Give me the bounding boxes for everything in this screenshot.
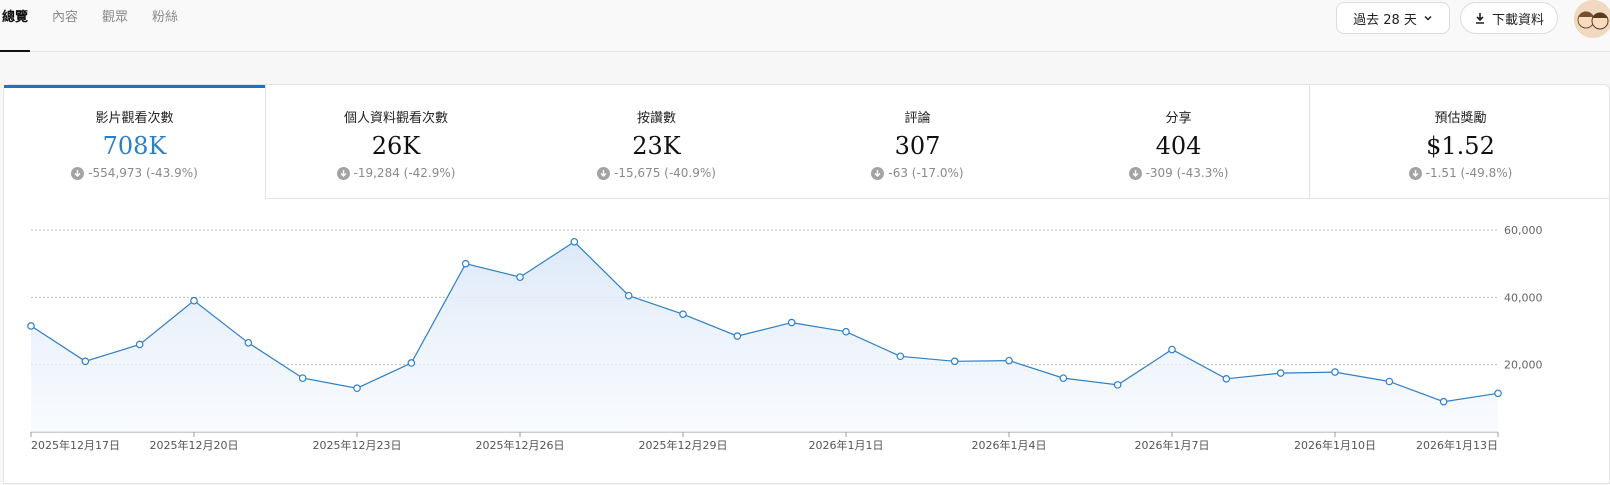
metric-estimated-rewards[interactable]: 預估獎勵 $1.52 -1.51 (-49.8%) xyxy=(1309,85,1610,199)
metric-delta: -554,973 (-43.9%) xyxy=(88,166,198,180)
data-point[interactable] xyxy=(27,322,35,330)
data-point[interactable] xyxy=(570,237,579,246)
metric-delta-row: -63 (-17.0%) xyxy=(787,166,1048,180)
metric-delta: -63 (-17.0%) xyxy=(888,166,964,180)
area-fill xyxy=(31,241,1498,432)
data-point[interactable] xyxy=(81,357,90,366)
data-point[interactable] xyxy=(1439,397,1448,406)
metric-delta: -15,675 (-40.9%) xyxy=(614,166,716,180)
metric-label: 分享 xyxy=(1165,111,1192,126)
data-point[interactable] xyxy=(407,359,416,367)
avatar-icon xyxy=(1574,0,1610,38)
metrics-row: 影片觀看次數 708K -554,973 (-43.9%) 個人資料觀看次數 2… xyxy=(4,85,1610,199)
download-data-button[interactable]: 下載資料 xyxy=(1460,2,1558,34)
data-point[interactable] xyxy=(842,327,850,336)
metric-likes[interactable]: 按讚數 23K -15,675 (-40.9%) xyxy=(526,85,787,199)
x-tick-label: 2025年12月20日 xyxy=(150,438,239,452)
x-tick-label: 2025年12月23日 xyxy=(313,438,402,452)
arrow-down-icon xyxy=(71,166,85,180)
data-point[interactable] xyxy=(624,291,633,300)
data-point[interactable] xyxy=(244,338,253,347)
tab-bar: 總覽 內容 觀眾 粉絲 xyxy=(0,0,200,52)
data-point[interactable] xyxy=(1385,377,1394,386)
tab-followers[interactable]: 粉絲 xyxy=(152,10,179,25)
metric-label: 預估獎勵 xyxy=(1434,111,1487,126)
top-bar: 總覽 內容 觀眾 粉絲 過去 28 天 下載資料 xyxy=(0,0,1610,52)
metric-value: 307 xyxy=(894,132,941,160)
y-tick-label: 40,000 xyxy=(1504,291,1543,304)
metric-value: 26K xyxy=(371,132,421,160)
date-range-label: 過去 28 天 xyxy=(1353,12,1417,28)
arrow-down-icon xyxy=(597,166,611,180)
metric-delta-row: -19,284 (-42.9%) xyxy=(266,166,526,180)
data-point[interactable] xyxy=(353,384,361,393)
metric-delta-row: -554,973 (-43.9%) xyxy=(4,166,265,180)
x-tick-label: 2026年1月13日 xyxy=(1416,438,1498,452)
views-chart: 2025年12月17日 2025年12月20日 2025年12月23日 2025年12… xyxy=(27,224,1543,452)
y-tick-label: 60,000 xyxy=(1504,224,1543,237)
download-label: 下載資料 xyxy=(1491,12,1544,28)
arrow-down-icon xyxy=(1128,166,1142,180)
data-point[interactable] xyxy=(190,296,198,305)
analytics-card: 影片觀看次數 708K -554,973 (-43.9%) 個人資料觀看次數 2… xyxy=(3,84,1610,484)
metric-value: $1.52 xyxy=(1426,132,1495,160)
x-tick-label: 2026年1月7日 xyxy=(1135,438,1210,452)
data-point[interactable] xyxy=(950,357,959,366)
arrow-down-icon xyxy=(871,166,885,180)
y-tick-label: 20,000 xyxy=(1504,359,1543,372)
x-tick-label: 2026年1月10日 xyxy=(1294,438,1376,452)
tab-content[interactable]: 內容 xyxy=(52,10,79,25)
metric-delta-row: -309 (-43.3%) xyxy=(1048,166,1309,180)
metric-shares[interactable]: 分享 404 -309 (-43.3%) xyxy=(1048,85,1309,199)
x-tick-label: 2026年1月1日 xyxy=(809,438,884,452)
tab-audience[interactable]: 觀眾 xyxy=(102,10,129,25)
metric-delta: -1.51 (-49.8%) xyxy=(1425,166,1513,180)
date-range-dropdown[interactable]: 過去 28 天 xyxy=(1336,2,1450,34)
arrow-down-icon xyxy=(336,166,350,180)
data-point[interactable] xyxy=(1168,345,1176,354)
x-tick-label: 2025年12月29日 xyxy=(639,438,728,452)
data-point[interactable] xyxy=(1222,375,1231,383)
metric-label: 影片觀看次數 xyxy=(95,111,174,126)
metric-delta: -19,284 (-42.9%) xyxy=(353,166,456,180)
metric-profile-views[interactable]: 個人資料觀看次數 26K -19,284 (-42.9%) xyxy=(265,85,526,199)
data-point[interactable] xyxy=(298,374,307,382)
data-point[interactable] xyxy=(1005,356,1013,365)
x-tick-label: 2026年1月4日 xyxy=(972,438,1047,452)
x-tick-label: 2025年12月17日 xyxy=(31,438,120,452)
data-point[interactable] xyxy=(1331,368,1339,376)
download-icon xyxy=(1475,13,1484,24)
metric-delta-row: -1.51 (-49.8%) xyxy=(1310,166,1610,180)
data-point[interactable] xyxy=(1276,369,1285,377)
metric-label: 按讚數 xyxy=(636,111,676,126)
tab-overview[interactable]: 總覽 xyxy=(0,0,31,52)
metric-comments[interactable]: 評論 307 -63 (-17.0%) xyxy=(787,85,1048,199)
chevron-down-icon xyxy=(1424,15,1432,21)
metric-label: 個人資料觀看次數 xyxy=(343,111,448,126)
data-point[interactable] xyxy=(733,332,742,340)
avatar[interactable] xyxy=(1574,0,1610,38)
metric-value: 404 xyxy=(1155,132,1202,160)
data-point[interactable] xyxy=(135,340,144,349)
data-point[interactable] xyxy=(461,259,470,268)
x-tick-label: 2025年12月26日 xyxy=(476,438,565,452)
data-point[interactable] xyxy=(679,310,687,318)
data-point[interactable] xyxy=(1059,374,1068,382)
metric-delta-row: -15,675 (-40.9%) xyxy=(526,166,787,180)
metric-video-views[interactable]: 影片觀看次數 708K -554,973 (-43.9%) xyxy=(4,85,265,199)
metric-delta: -309 (-43.3%) xyxy=(1145,166,1229,180)
metric-label: 評論 xyxy=(904,111,931,126)
arrow-down-icon xyxy=(1408,166,1422,180)
data-point[interactable] xyxy=(896,352,905,361)
metric-value: 708K xyxy=(102,132,167,160)
data-point[interactable] xyxy=(1113,381,1122,389)
data-point[interactable] xyxy=(787,318,796,327)
data-point[interactable] xyxy=(516,273,524,281)
data-point[interactable] xyxy=(1494,389,1502,398)
series-line xyxy=(30,241,1499,403)
metric-value: 23K xyxy=(632,132,681,160)
